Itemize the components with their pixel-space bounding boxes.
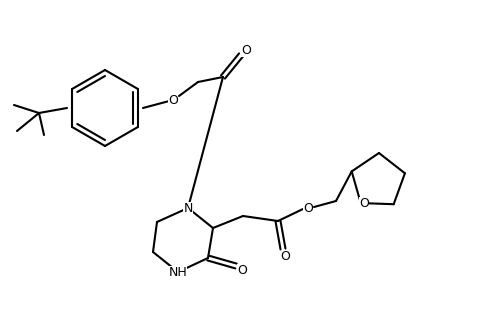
Text: NH: NH [169, 266, 187, 279]
Text: O: O [241, 43, 251, 56]
Text: O: O [359, 196, 369, 210]
Text: N: N [183, 202, 193, 214]
Text: O: O [168, 93, 178, 107]
Text: O: O [280, 251, 290, 263]
Text: O: O [237, 263, 247, 277]
Text: O: O [303, 203, 313, 215]
